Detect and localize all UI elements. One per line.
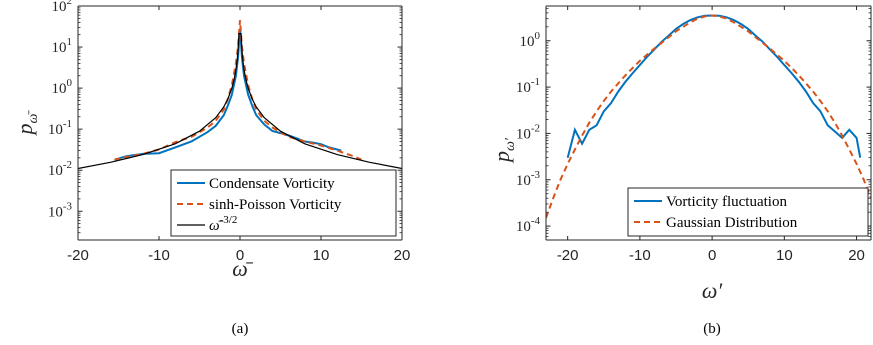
b-ytick-label: 10-1 xyxy=(516,76,540,96)
a-xtick-label: -10 xyxy=(148,247,170,264)
b-xtick-label: 20 xyxy=(848,247,865,264)
b-xtick-label: 0 xyxy=(708,247,716,264)
svg-text:pω̄: pω̄ xyxy=(12,110,41,137)
b-legend-label: Vorticity fluctuation xyxy=(666,194,787,210)
a-ytick-label: 10-1 xyxy=(48,118,72,138)
a-ytick-label: 100 xyxy=(52,77,73,97)
b-ytick-label: 10-4 xyxy=(516,215,541,235)
a-ytick-label: 10-2 xyxy=(48,159,72,179)
a-ytick-label: 10-3 xyxy=(48,200,73,220)
b-legend-label: Gaussian Distribution xyxy=(666,215,798,231)
b-ytick-label: 100 xyxy=(520,30,541,50)
b-xlabel: ω′ xyxy=(702,278,724,303)
a-ylabel: pω̄ xyxy=(12,110,41,137)
a-caption: (a) xyxy=(232,321,249,337)
a-xtick-label: 20 xyxy=(394,247,411,264)
panel-a: -20 -10 0 10 20 102 101 100 10-1 10-2 10-3 Condens… xyxy=(12,0,410,337)
a-xtick-label: 0 xyxy=(236,247,244,264)
b-legend-box xyxy=(627,187,869,237)
b-xtick-label: -20 xyxy=(557,247,579,264)
b-xtick-label: 10 xyxy=(776,247,793,264)
b-xtick-label: -10 xyxy=(629,247,651,264)
a-xtick-label: -20 xyxy=(67,247,89,264)
b-ylabel: pω′ xyxy=(489,137,518,164)
b-ytick-label: 10-3 xyxy=(516,169,541,189)
a-series-2-line xyxy=(114,20,362,161)
panel-b: -20 -10 0 10 20 100 10-1 10-2 10-3 10-4 Vorticity… xyxy=(489,5,872,337)
a-ytick-label: 101 xyxy=(52,36,73,56)
a-legend-label: sinh-Poisson Vorticity xyxy=(209,197,342,213)
a-xtick-label: 10 xyxy=(313,247,330,264)
a-ytick-label: 102 xyxy=(52,0,73,15)
a-legend-label: Condensate Vorticity xyxy=(209,176,335,192)
a-series-3-line xyxy=(78,32,402,170)
b-ytick-label: 10-2 xyxy=(516,122,540,142)
svg-text:pω′: pω′ xyxy=(489,137,518,164)
b-series-2-line xyxy=(546,14,871,219)
a-legend-box xyxy=(170,169,397,237)
b-caption: (b) xyxy=(703,321,721,337)
a-xlabel: ω̄ xyxy=(232,256,254,281)
